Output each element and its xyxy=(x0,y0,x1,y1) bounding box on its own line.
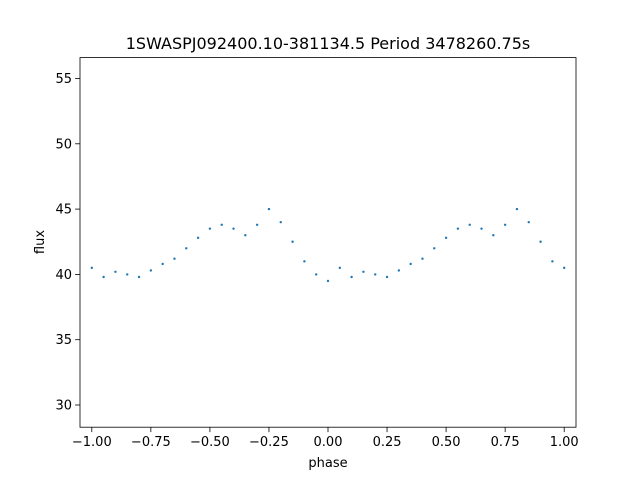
scatter-point xyxy=(515,207,519,211)
scatter-point xyxy=(527,220,530,224)
scatter-point xyxy=(562,266,566,270)
scatter-point xyxy=(244,234,247,237)
scatter-point xyxy=(374,273,377,276)
scatter-point xyxy=(539,240,542,243)
scatter-point xyxy=(208,227,212,230)
scatter-point xyxy=(220,223,223,226)
scatter-point xyxy=(232,227,235,230)
scatter-point xyxy=(468,223,471,226)
x-axis-ticks: −1.00 −0.75 −0.50 −0.25 0.00 0.25 0.50 0.75 1.00 xyxy=(72,427,579,450)
scatter-point xyxy=(350,275,353,279)
scatter-point xyxy=(551,260,554,263)
scatter-point xyxy=(90,266,94,270)
x-tick-label: 1.00 xyxy=(550,435,579,450)
x-tick-label: −0.75 xyxy=(131,435,171,450)
scatter-point xyxy=(421,257,424,260)
x-tick-label: 0.50 xyxy=(432,435,461,450)
scatter-point xyxy=(161,262,164,266)
x-tick-label: −1.00 xyxy=(72,435,112,450)
scatter-points xyxy=(90,207,566,283)
scatter-point xyxy=(279,220,282,224)
x-tick-label: −0.25 xyxy=(249,435,289,450)
scatter-point xyxy=(137,275,141,279)
scatter-point xyxy=(480,227,483,230)
x-tick-label: −0.50 xyxy=(190,435,230,450)
scatter-point xyxy=(492,234,495,237)
scatter-point xyxy=(503,223,507,226)
scatter-point xyxy=(255,223,259,226)
y-tick-label: 45 xyxy=(55,203,72,218)
scatter-point xyxy=(303,260,306,263)
scatter-point xyxy=(444,236,448,240)
scatter-point xyxy=(102,275,105,279)
scatter-point xyxy=(326,279,330,283)
x-tick-label: 0.25 xyxy=(373,435,402,450)
scatter-point xyxy=(196,236,200,240)
scatter-point xyxy=(267,207,271,211)
scatter-point xyxy=(149,269,153,272)
y-tick-label: 50 xyxy=(55,137,72,152)
scatter-point xyxy=(433,247,436,250)
y-axis-ticks: 30 35 40 45 50 55 xyxy=(55,72,80,413)
x-axis-label: phase xyxy=(308,456,347,471)
scatter-point xyxy=(314,273,318,276)
scatter-point xyxy=(173,257,176,260)
y-tick-label: 55 xyxy=(55,72,72,87)
scatter-point xyxy=(362,270,365,273)
scatter-point xyxy=(126,273,129,276)
y-tick-label: 40 xyxy=(55,268,72,283)
y-tick-label: 30 xyxy=(55,398,72,413)
chart-title: 1SWASPJ092400.10-381134.5 Period 3478260… xyxy=(126,34,531,53)
scatter-point xyxy=(409,262,412,266)
scatter-point xyxy=(291,240,294,243)
y-axis-label: flux xyxy=(33,230,48,254)
y-tick-label: 35 xyxy=(55,333,72,348)
scatter-point xyxy=(114,270,117,273)
scatter-point xyxy=(338,266,342,270)
scatter-point xyxy=(185,247,188,250)
scatter-point xyxy=(456,227,460,230)
scatter-point xyxy=(385,275,389,279)
scatter-point xyxy=(397,269,401,272)
x-tick-label: 0.75 xyxy=(491,435,520,450)
x-tick-label: 0.00 xyxy=(314,435,343,450)
